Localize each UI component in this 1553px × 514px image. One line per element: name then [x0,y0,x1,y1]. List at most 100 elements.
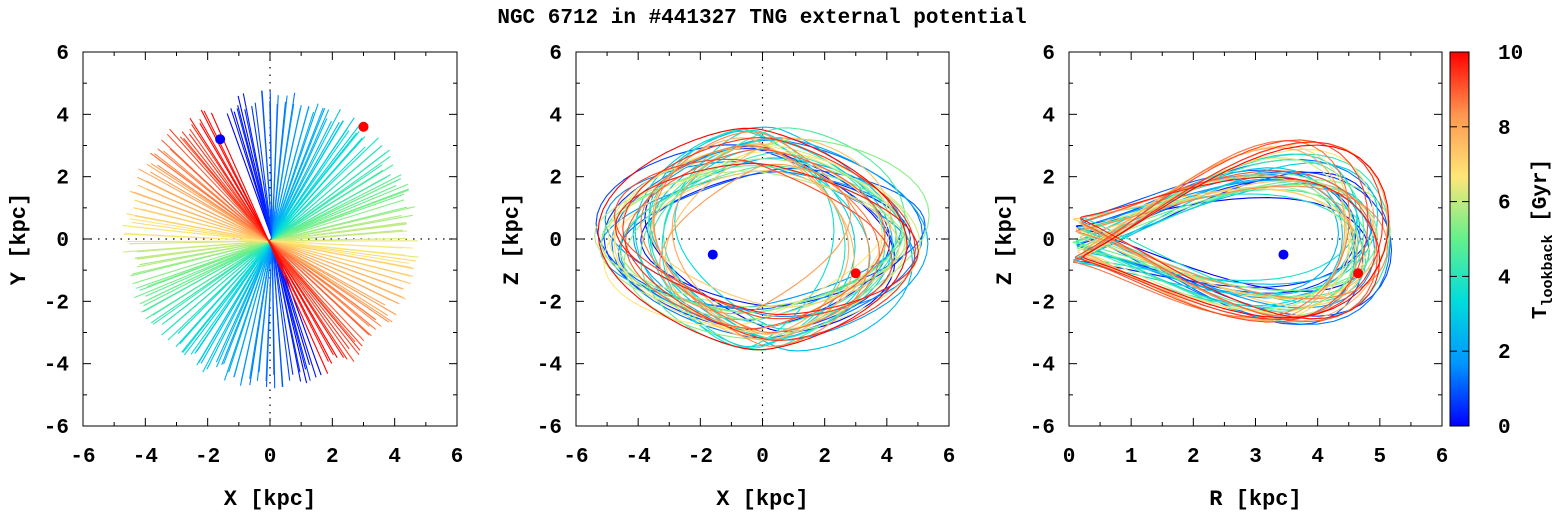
y-tick-label: -2 [1030,292,1055,315]
orbit-segment [640,145,881,333]
colorbar-gradient [1449,51,1470,427]
orbit-segment [1072,162,1379,296]
x-tick-label: 5 [1374,446,1387,469]
panel-rz: 0 1 2 3 4 5 6 -6 -4 -2 0 2 4 6 R [kpc] Z [kpc] [993,43,1448,512]
orbit-segment [1082,144,1390,319]
plot-frame [1068,51,1443,427]
x-tick-label: 0 [1063,446,1076,469]
colorbar-tick-label: 8 [1498,118,1511,141]
x-tick-label: -6 [70,446,95,469]
y-tick-label: 0 [549,230,562,253]
orbit-segment [1076,178,1340,295]
y-tick-label: -2 [537,292,562,315]
plot-frame [575,51,950,427]
orbit-segment [1073,188,1365,307]
x-tick-label: 4 [881,446,894,469]
x-tick-label: -4 [626,446,651,469]
x-tick-label: 4 [1311,446,1324,469]
orbit-segment [659,163,852,315]
orbit-segment [650,152,897,326]
x-tick-label: 6 [943,446,956,469]
colorbar-tick-label: 6 [1498,193,1511,216]
y-tick-label: -4 [537,355,562,378]
orbit-segment [1076,179,1391,291]
y-tick-label: 4 [56,105,69,128]
orbit-segment [1079,176,1381,320]
figure-title: NGC 6712 in #441327 TNG external potenti… [497,7,1026,30]
x-tick-label: 1 [1125,446,1138,469]
orbit-trace [122,90,419,389]
colorbar-label-unit: [Gyr] [1530,159,1553,235]
y-tick-label: -6 [537,417,562,440]
y-axis-label: Z [kpc] [500,193,525,285]
colorbar: 0 2 4 6 8 10 Tlookback [Gyr] [1449,43,1553,440]
colorbar-tick-label: 10 [1498,43,1523,66]
orbit-segment [647,129,846,349]
start-point-marker [215,134,226,145]
orbit-segment [594,170,906,308]
end-point-marker [1353,268,1364,279]
orbit-segment [664,137,892,341]
x-tick-label: 4 [388,446,401,469]
x-tick-label: 0 [756,446,769,469]
orbit-segment [613,158,893,320]
x-axis-label: X [kpc] [224,487,316,512]
x-tick-label: 6 [1436,446,1449,469]
y-tick-label: 4 [1042,105,1055,128]
colorbar-tick-label: 0 [1498,417,1511,440]
end-point-marker [358,121,369,132]
orbit-segment [1083,159,1365,312]
orbit-segment [1081,141,1389,323]
y-tick-label: -4 [1030,355,1055,378]
y-tick-label: 2 [1042,168,1055,191]
y-tick-label: 0 [56,230,69,253]
y-tick-label: 6 [1042,43,1055,66]
y-axis-label: Y [kpc] [7,193,32,285]
orbit-segment [1083,157,1348,311]
y-tick-label: -6 [44,417,69,440]
colorbar-tick-label: 2 [1498,342,1511,365]
orbit-segment [1072,183,1378,292]
y-tick-label: 6 [549,43,562,66]
start-point-marker [707,249,718,260]
y-tick-label: 2 [56,168,69,191]
end-point-marker [850,268,861,279]
start-point-marker [1278,249,1289,260]
x-tick-label: 3 [1249,446,1262,469]
colorbar-tick-label: 4 [1498,267,1511,290]
colorbar-label-sub: lookback [1540,235,1553,307]
x-tick-label: -2 [195,446,220,469]
orbit-segment [597,127,908,351]
orbit-segment [623,138,930,340]
orbit-segment [613,143,921,335]
colorbar-ticks: 0 2 4 6 8 10 [1450,43,1523,440]
x-tick-label: 2 [1187,446,1200,469]
panel-xy: -6 -4 -2 0 2 4 6 -6 -4 -2 0 2 4 6 X [kpc] Y [kpc] [7,43,463,512]
orbit-segment [651,137,855,341]
y-tick-label: 4 [549,105,562,128]
orbit-segment [622,137,916,341]
orbit-segment [1080,141,1384,321]
orbit-segment [671,143,850,335]
x-tick-label: 2 [326,446,339,469]
y-tick-label: 6 [56,43,69,66]
x-tick-label: 0 [264,446,277,469]
orbit-segment [650,170,900,308]
x-axis-label: R [kpc] [1209,487,1301,512]
y-tick-label: -6 [1030,417,1055,440]
y-tick-label: -4 [44,355,69,378]
orbit-segment [608,144,907,334]
colorbar-label: Tlookback [Gyr] [1530,159,1553,319]
orbit-segment [614,163,919,315]
x-axis-label: X [kpc] [716,487,808,512]
x-tick-label: -2 [688,446,713,469]
x-tick-label: -4 [133,446,158,469]
orbit-trace [1072,139,1393,326]
y-axis-label: Z [kpc] [993,193,1018,285]
orbit-segment [653,131,870,347]
panel-xz: -6 -4 -2 0 2 4 6 -6 -4 -2 0 2 4 6 X [kpc] Z [kpc] [500,43,955,512]
x-tick-label: 2 [818,446,831,469]
orbit-segment [199,109,338,374]
x-tick-label: -6 [563,446,588,469]
